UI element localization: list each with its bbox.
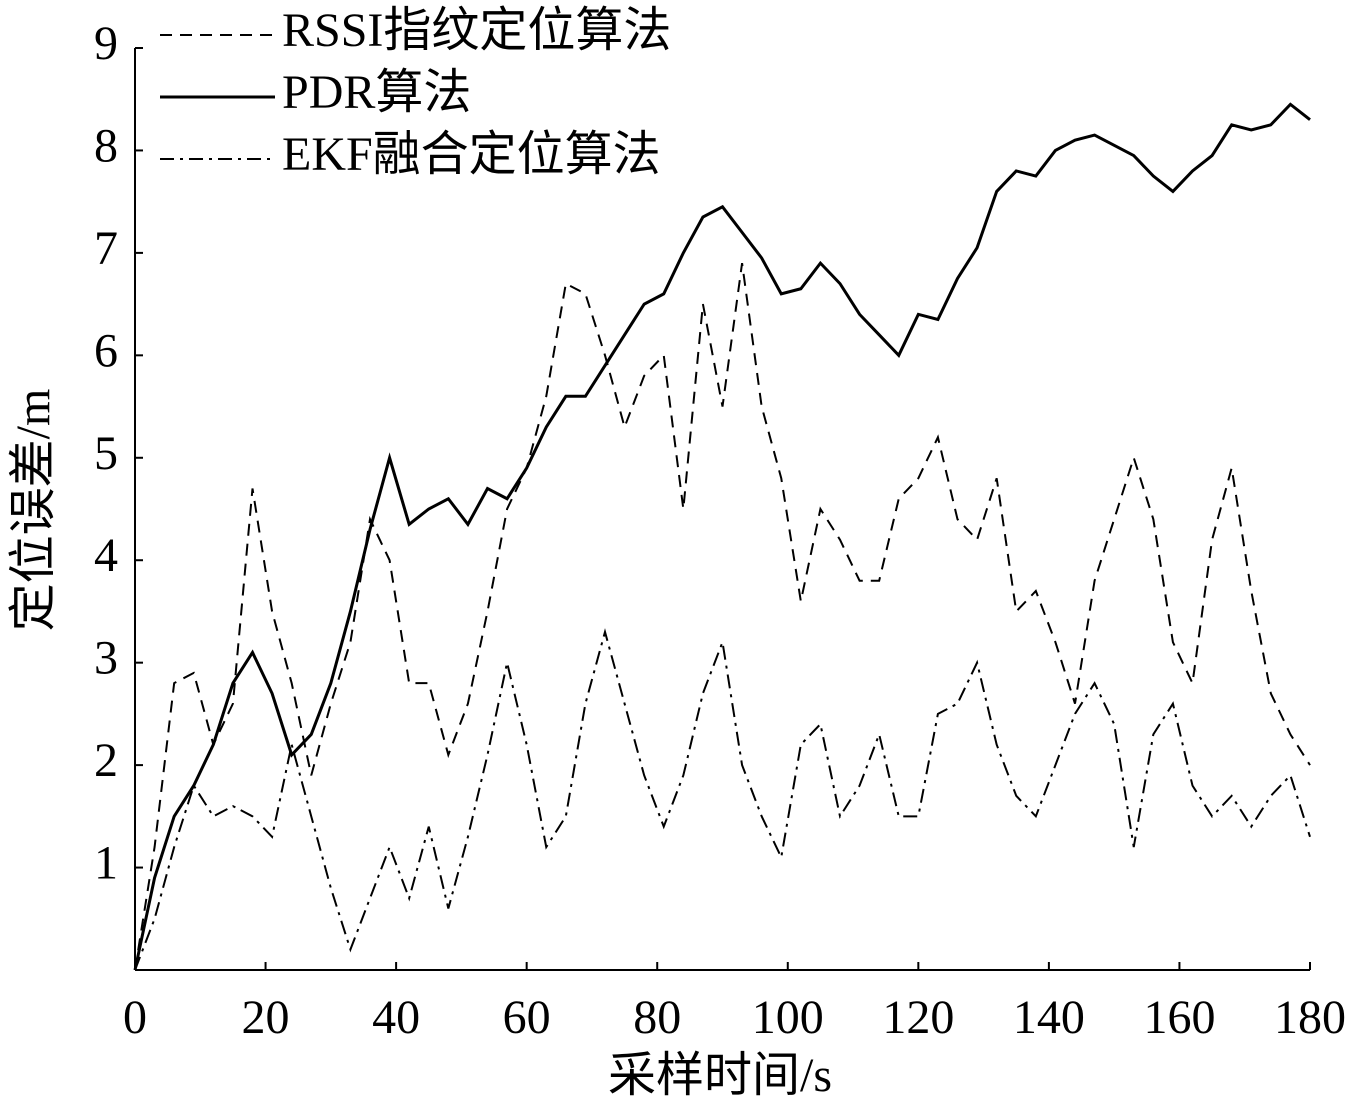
series-line xyxy=(134,628,1311,971)
x-tick-label: 140 xyxy=(1013,991,1085,1044)
y-tick-label: 5 xyxy=(94,427,118,480)
y-tick-label: 8 xyxy=(94,119,118,172)
x-tick-label: 20 xyxy=(242,991,290,1044)
y-tick-label: 4 xyxy=(94,529,118,582)
y-tick-label: 2 xyxy=(94,734,118,787)
x-axis-title: 采样时间/s xyxy=(608,1049,832,1102)
series-line xyxy=(133,102,1311,971)
legend-label: RSSI指纹定位算法 xyxy=(282,4,671,57)
x-tick-label: 100 xyxy=(752,991,824,1044)
x-tick-label: 0 xyxy=(123,991,147,1044)
legend-label: EKF融合定位算法 xyxy=(282,128,661,181)
x-tick-label: 80 xyxy=(633,991,681,1044)
y-axis-title: 定位误差/m xyxy=(7,389,60,632)
y-tick-label: 1 xyxy=(94,837,118,890)
x-tick-label: 120 xyxy=(882,991,954,1044)
y-tick-label: 9 xyxy=(94,17,118,70)
y-tick-label: 6 xyxy=(94,324,118,377)
x-tick-label: 40 xyxy=(372,991,420,1044)
legend-label: PDR算法 xyxy=(282,66,471,119)
x-tick-label: 160 xyxy=(1143,991,1215,1044)
x-tick-label: 60 xyxy=(503,991,551,1044)
x-tick-label: 180 xyxy=(1274,991,1346,1044)
y-tick-label: 7 xyxy=(94,222,118,275)
y-tick-label: 3 xyxy=(94,632,118,685)
series-line xyxy=(134,262,1311,971)
